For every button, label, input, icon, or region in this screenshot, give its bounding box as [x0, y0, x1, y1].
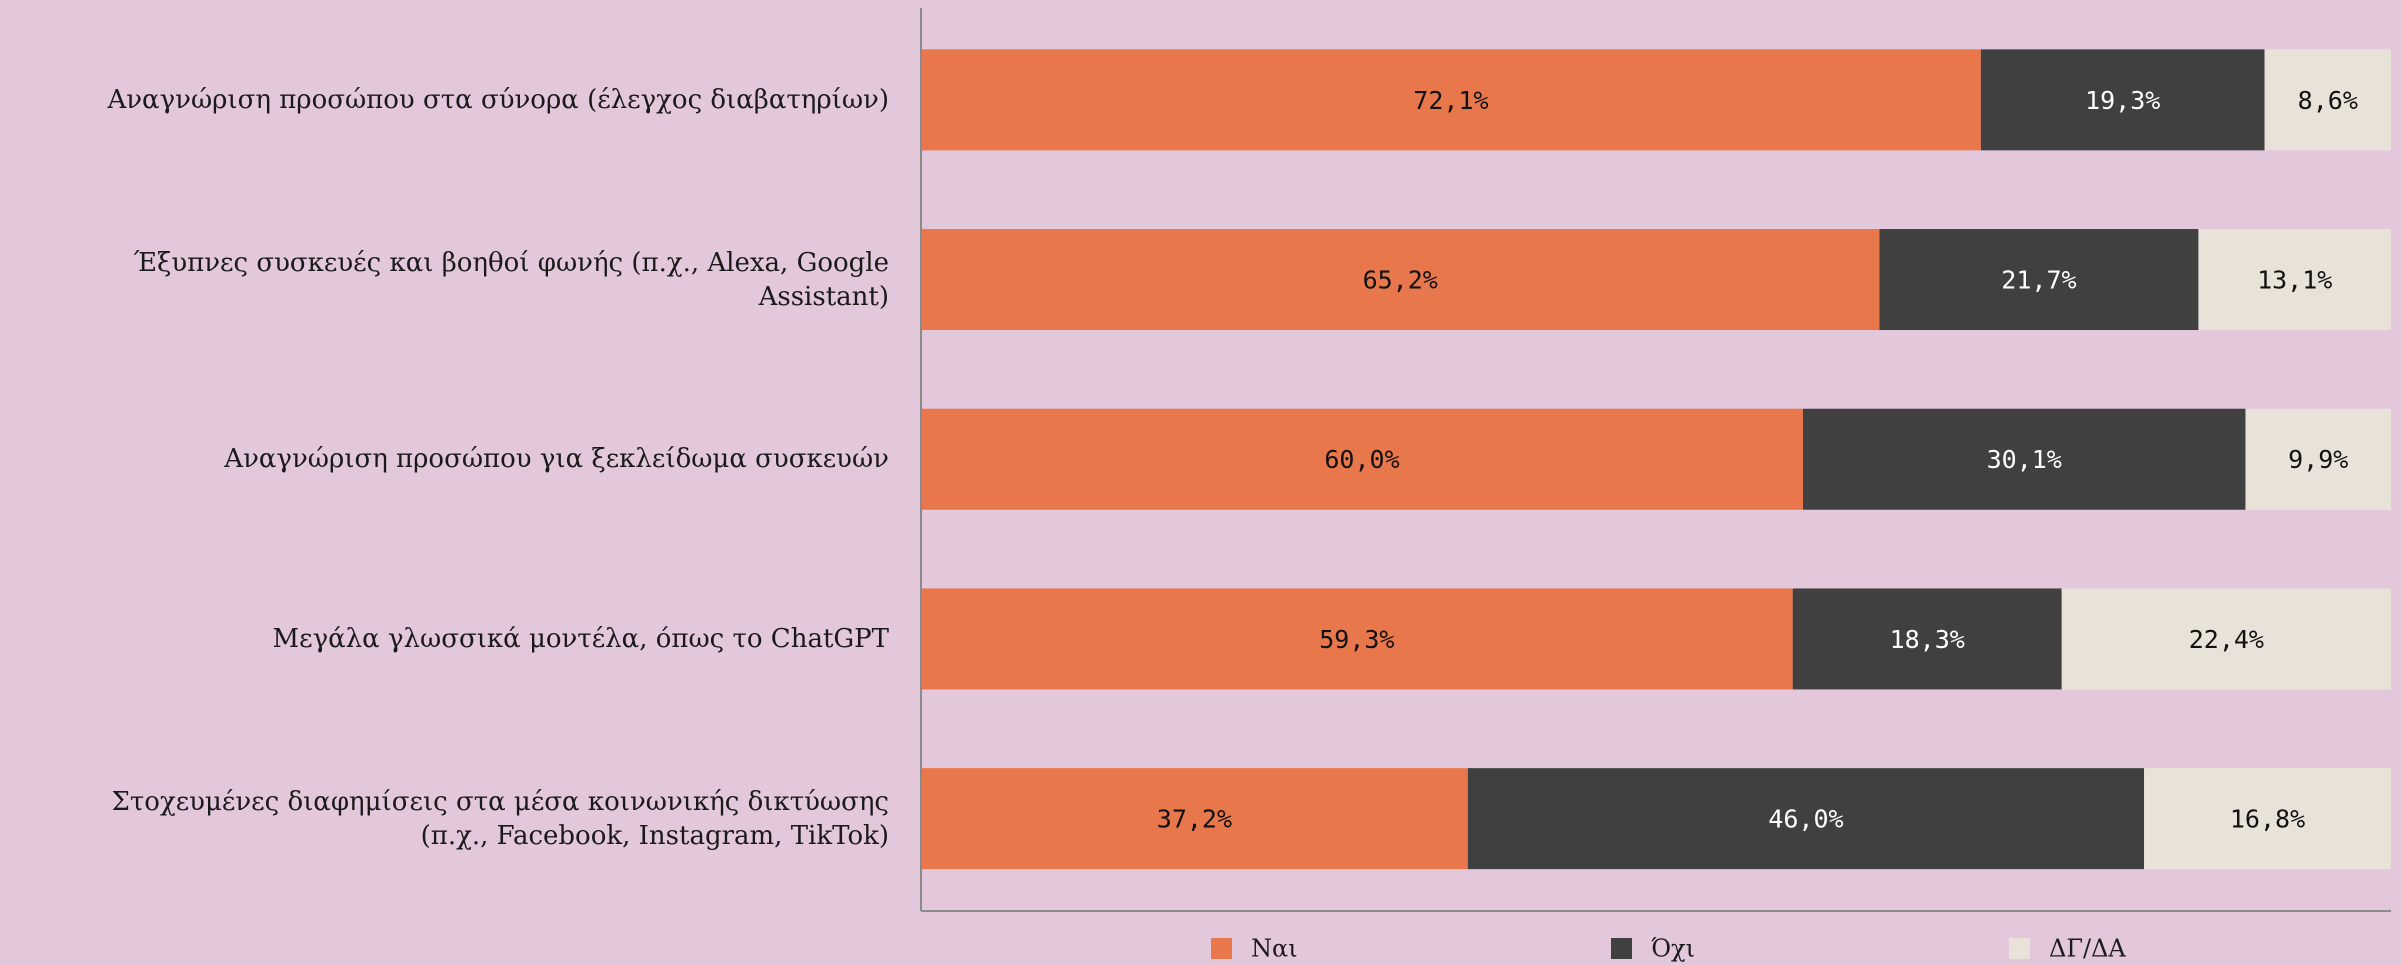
- legend-label: Ναι: [1251, 935, 1298, 963]
- value-label: 60,0%: [1324, 445, 1399, 474]
- value-label: 22,4%: [2189, 625, 2264, 654]
- bar-segment: [921, 588, 1793, 690]
- legend-swatch: [2009, 938, 2030, 959]
- category-label: Αναγνώριση προσώπου για ξεκλείδωμα συσκε…: [224, 444, 889, 475]
- value-label: 19,3%: [2085, 86, 2160, 115]
- bar-segment: [2245, 408, 2391, 510]
- bar-segment: [1467, 768, 2145, 870]
- value-label: 65,2%: [1363, 266, 1438, 295]
- bar-segment: [1792, 588, 2062, 690]
- bar-segment: [2061, 588, 2391, 690]
- value-label: 16,8%: [2230, 805, 2305, 834]
- bar-segment: [2198, 229, 2391, 331]
- value-label: 13,1%: [2257, 266, 2332, 295]
- bar-segment: [2264, 49, 2391, 151]
- category-label: Αναγνώριση προσώπου στα σύνορα (έλεγχος …: [107, 84, 889, 115]
- value-label: 9,9%: [2288, 445, 2348, 474]
- value-label: 46,0%: [1768, 805, 1843, 834]
- category-label: Στοχευμένες διαφημίσεις στα μέσα κοινωνι…: [111, 786, 889, 851]
- bar-segment: [1980, 49, 2265, 151]
- value-label: 8,6%: [2298, 86, 2358, 115]
- category-label: Έξυπνες συσκευές και βοηθοί φωνής (π.χ.,…: [133, 247, 889, 312]
- legend-label: ΔΓ/ΔΑ: [2049, 935, 2126, 963]
- bar-segment: [921, 408, 1803, 510]
- category-label: Μεγάλα γλωσσικά μοντέλα, όπως το ChatGPT: [272, 623, 889, 654]
- bar-segment: [921, 49, 1981, 151]
- legend-swatch: [1211, 938, 1232, 959]
- bar-segment: [1879, 229, 2199, 331]
- legend-label: Όχι: [1651, 935, 1695, 963]
- value-label: 18,3%: [1890, 625, 1965, 654]
- value-label: 72,1%: [1413, 86, 1488, 115]
- value-label: 21,7%: [2001, 266, 2076, 295]
- bar-segment: [921, 229, 1880, 331]
- value-label: 30,1%: [1987, 445, 2062, 474]
- bar-segment: [1803, 408, 2246, 510]
- legend-swatch: [1611, 938, 1632, 959]
- value-label: 37,2%: [1157, 805, 1232, 834]
- bar-segment: [921, 768, 1468, 870]
- value-label: 59,3%: [1319, 625, 1394, 654]
- bar-segment: [2144, 768, 2391, 870]
